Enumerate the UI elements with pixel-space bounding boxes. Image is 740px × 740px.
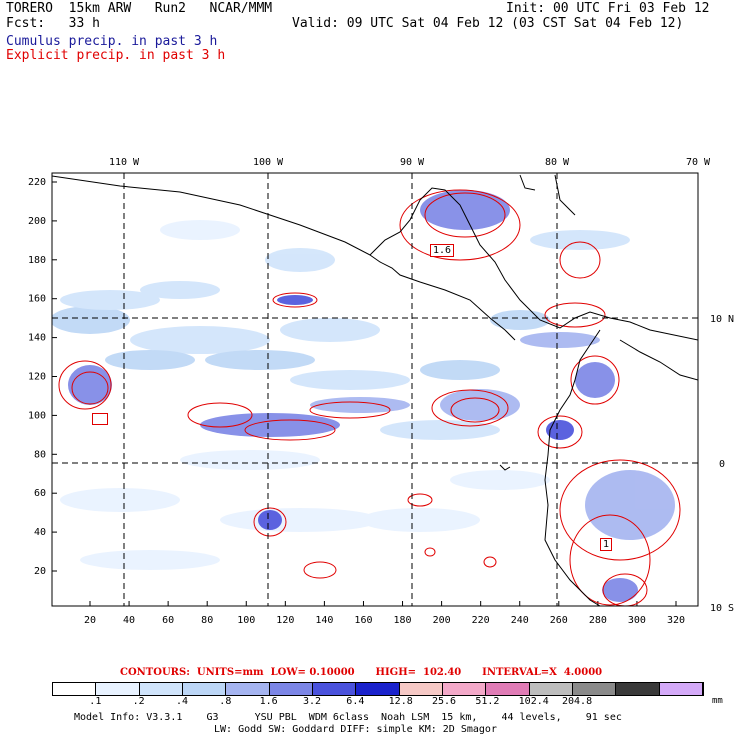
longitude-label: 110 W	[109, 157, 140, 168]
x-tick-label: 260	[550, 615, 568, 626]
x-tick-label: 280	[589, 615, 607, 626]
y-tick-label: 80	[34, 449, 46, 460]
right-latitude-labels: 10 N 0 10 S	[710, 314, 734, 614]
colorbar-swatch	[312, 683, 357, 695]
colorbar-unit: mm	[712, 696, 723, 706]
colorbar-swatch	[659, 683, 703, 695]
colorbar-label: 1.6	[259, 696, 278, 707]
colorbar-label: .1	[89, 696, 102, 707]
colorbar-label: 204.8	[562, 696, 593, 707]
y-tick-label: 120	[28, 372, 46, 383]
x-tick-label: 320	[667, 615, 685, 626]
longitude-label: 90 W	[400, 157, 425, 168]
y-tick-label: 100	[28, 410, 46, 421]
model-info-line1: Model Info: V3.3.1 G3 YSU PBL WDM 6class…	[74, 712, 622, 723]
colorbar-label: 25.6	[432, 696, 457, 707]
longitude-label: 100 W	[253, 157, 284, 168]
colorbar-label: 6.4	[346, 696, 365, 707]
x-tick-label: 80	[201, 615, 213, 626]
colorbar-swatch	[182, 683, 227, 695]
model-title: TORERO 15km ARW Run2 NCAR/MMM	[6, 1, 273, 16]
init-time: Init: 00 UTC Fri 03 Feb 12	[506, 1, 710, 16]
cumulus-precip-shading	[52, 190, 675, 602]
y-tick-label: 180	[28, 255, 46, 266]
contour-label-box	[92, 413, 108, 425]
x-tick-label: 240	[511, 615, 529, 626]
colorbar-swatch	[269, 683, 313, 695]
precip-colorbar	[52, 682, 704, 696]
longitude-label: 70 W	[686, 157, 711, 168]
colorbar-swatch	[442, 683, 487, 695]
colorbar-swatch	[529, 683, 573, 695]
x-tick-label: 220	[472, 615, 490, 626]
x-tick-label: 60	[162, 615, 174, 626]
explicit-legend: Explicit precip. in past 3 h	[6, 48, 226, 63]
colorbar-label: 12.8	[388, 696, 413, 707]
contours-summary: CONTOURS: UNITS=mm LOW= 0.10000 HIGH= 10…	[120, 667, 603, 678]
x-axis-ticks: 20 40 60 80 100 120 140 160 180 200 220 240 260 280 30…	[84, 601, 685, 626]
valid-time: Valid: 09 UTC Sat 04 Feb 12 (03 CST Sat …	[292, 16, 684, 31]
colorbar-swatch	[139, 683, 183, 695]
x-tick-label: 180	[394, 615, 412, 626]
latitude-label: 10 N	[710, 314, 734, 325]
cumulus-legend: Cumulus precip. in past 3 h	[6, 34, 218, 49]
colorbar-label: .4	[175, 696, 189, 707]
y-axis-ticks: 220 200 180 160 140 120 100 80 60 40 20	[28, 177, 57, 577]
y-tick-label: 140	[28, 333, 46, 344]
x-tick-label: 300	[628, 615, 646, 626]
colorbar-swatch	[356, 683, 400, 695]
y-tick-label: 160	[28, 294, 46, 305]
top-longitude-labels: 110 W 100 W 90 W 80 W 70 W	[109, 157, 711, 168]
x-tick-label: 120	[276, 615, 294, 626]
colorbar-swatch	[53, 683, 97, 695]
y-tick-label: 200	[28, 216, 46, 227]
x-tick-label: 100	[237, 615, 255, 626]
colorbar-label: 51.2	[475, 696, 500, 707]
colorbar-label: 102.4	[518, 696, 549, 707]
x-tick-label: 160	[354, 615, 372, 626]
y-tick-label: 60	[34, 488, 46, 499]
latitude-label: 0	[719, 459, 725, 470]
colorbar-label: .8	[219, 696, 232, 707]
colorbar-swatch	[226, 683, 270, 695]
y-tick-label: 40	[34, 527, 46, 538]
plot-frame	[51, 172, 699, 607]
x-tick-label: 40	[123, 615, 135, 626]
colorbar-swatch	[486, 683, 530, 695]
latitude-label: 10 S	[710, 603, 734, 614]
lat-lon-grid	[52, 173, 698, 606]
colorbar-swatch	[399, 683, 443, 695]
model-info-line2: LW: Godd SW: Goddard DIFF: simple KM: 2D…	[214, 724, 497, 735]
x-tick-label: 200	[433, 615, 451, 626]
colorbar-labels: .1 .2 .4 .8 1.6 3.2 6.4 12.8 25.6 51.2 102.4 204.8	[52, 696, 702, 708]
colorbar-label: 3.2	[302, 696, 322, 707]
colorbar-swatch	[616, 683, 660, 695]
contour-label-1-6: 1.6	[430, 244, 455, 257]
colorbar-swatch	[572, 683, 617, 695]
y-tick-label: 220	[28, 177, 46, 188]
explicit-precip-contours	[58, 189, 681, 606]
x-tick-label: 20	[84, 615, 96, 626]
colorbar-label: .2	[132, 696, 145, 707]
colorbar-swatch	[96, 683, 140, 695]
y-tick-label: 20	[34, 566, 46, 577]
x-tick-label: 140	[315, 615, 333, 626]
longitude-label: 80 W	[545, 157, 570, 168]
forecast-hour: Fcst: 33 h	[6, 16, 100, 31]
contour-label-1: 1	[600, 538, 613, 551]
